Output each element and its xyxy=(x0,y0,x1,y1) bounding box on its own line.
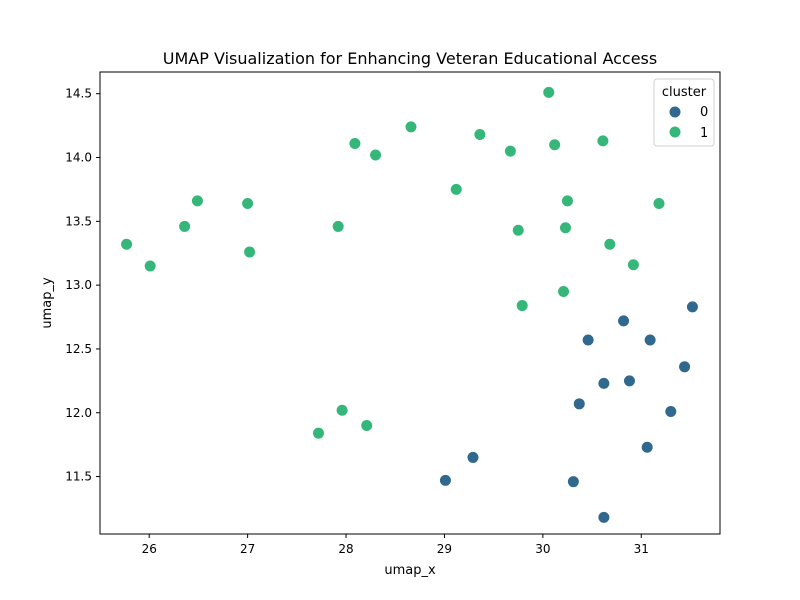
legend-title: cluster xyxy=(662,85,707,100)
x-tick-label: 30 xyxy=(535,542,550,556)
data-point-cluster-0 xyxy=(664,404,678,418)
data-point-cluster-0 xyxy=(622,374,636,388)
data-point-cluster-1 xyxy=(360,419,374,433)
data-point-cluster-0 xyxy=(581,333,595,347)
data-point-cluster-0 xyxy=(438,473,452,487)
data-point-cluster-1 xyxy=(503,144,517,158)
y-tick-label: 13.5 xyxy=(65,214,92,228)
y-axis-label: umap_y xyxy=(40,277,55,329)
data-point-cluster-0 xyxy=(597,376,611,390)
y-axis-ticks: 11.5 12.0 12.5 13.0 13.5 14.0 14.5 xyxy=(65,87,100,484)
scatter-points xyxy=(120,85,699,524)
data-point-cluster-1 xyxy=(626,258,640,272)
axes-frame xyxy=(99,71,721,535)
data-point-cluster-1 xyxy=(603,237,617,251)
legend: cluster 0 1 xyxy=(653,78,715,147)
data-point-cluster-1 xyxy=(652,196,666,210)
data-point-cluster-1 xyxy=(515,299,529,313)
legend-label-cluster-1: 1 xyxy=(700,126,708,141)
data-point-cluster-1 xyxy=(548,138,562,152)
x-tick-label: 31 xyxy=(634,542,649,556)
data-point-cluster-1 xyxy=(335,403,349,417)
data-point-cluster-1 xyxy=(542,85,556,99)
data-point-cluster-0 xyxy=(566,475,580,489)
plot-area: 26 27 28 29 30 31 11.5 12.0 12.5 13.0 13.5 14.0 14.… xyxy=(65,71,721,556)
data-point-cluster-1 xyxy=(143,259,157,273)
x-tick-label: 27 xyxy=(240,542,255,556)
data-point-cluster-1 xyxy=(311,426,325,440)
chart-title: UMAP Visualization for Enhancing Veteran… xyxy=(163,49,657,68)
data-point-cluster-1 xyxy=(120,237,134,251)
data-point-cluster-0 xyxy=(617,314,631,328)
x-axis-ticks: 26 27 28 29 30 31 xyxy=(142,534,649,556)
data-point-cluster-0 xyxy=(685,300,699,314)
data-point-cluster-1 xyxy=(511,223,525,237)
data-point-cluster-0 xyxy=(643,333,657,347)
x-tick-label: 29 xyxy=(437,542,452,556)
y-tick-label: 14.5 xyxy=(65,87,92,101)
data-point-cluster-1 xyxy=(473,128,487,142)
legend-marker-cluster-1 xyxy=(668,125,682,139)
y-tick-label: 11.5 xyxy=(65,470,92,484)
legend-box xyxy=(653,78,715,147)
legend-marker-cluster-0 xyxy=(668,105,682,119)
data-point-cluster-1 xyxy=(241,196,255,210)
data-point-cluster-1 xyxy=(243,245,257,259)
y-tick-label: 12.0 xyxy=(65,406,92,420)
data-point-cluster-0 xyxy=(572,397,586,411)
data-point-cluster-1 xyxy=(449,182,463,196)
data-point-cluster-0 xyxy=(466,450,480,464)
data-point-cluster-1 xyxy=(404,120,418,134)
data-point-cluster-1 xyxy=(560,194,574,208)
y-tick-label: 12.5 xyxy=(65,342,92,356)
x-tick-label: 26 xyxy=(142,542,157,556)
data-point-cluster-1 xyxy=(190,194,204,208)
data-point-cluster-1 xyxy=(558,221,572,235)
y-tick-label: 14.0 xyxy=(65,151,92,165)
data-point-cluster-1 xyxy=(348,136,362,150)
data-point-cluster-0 xyxy=(640,440,654,454)
data-point-cluster-1 xyxy=(557,285,571,299)
data-point-cluster-0 xyxy=(678,360,692,374)
y-tick-label: 13.0 xyxy=(65,278,92,292)
x-tick-label: 28 xyxy=(338,542,353,556)
data-point-cluster-1 xyxy=(178,219,192,233)
data-point-cluster-1 xyxy=(331,219,345,233)
x-axis-label: umap_x xyxy=(384,563,436,578)
data-point-cluster-1 xyxy=(369,148,383,162)
data-point-cluster-0 xyxy=(597,510,611,524)
legend-label-cluster-0: 0 xyxy=(700,105,708,120)
data-point-cluster-1 xyxy=(596,134,610,148)
